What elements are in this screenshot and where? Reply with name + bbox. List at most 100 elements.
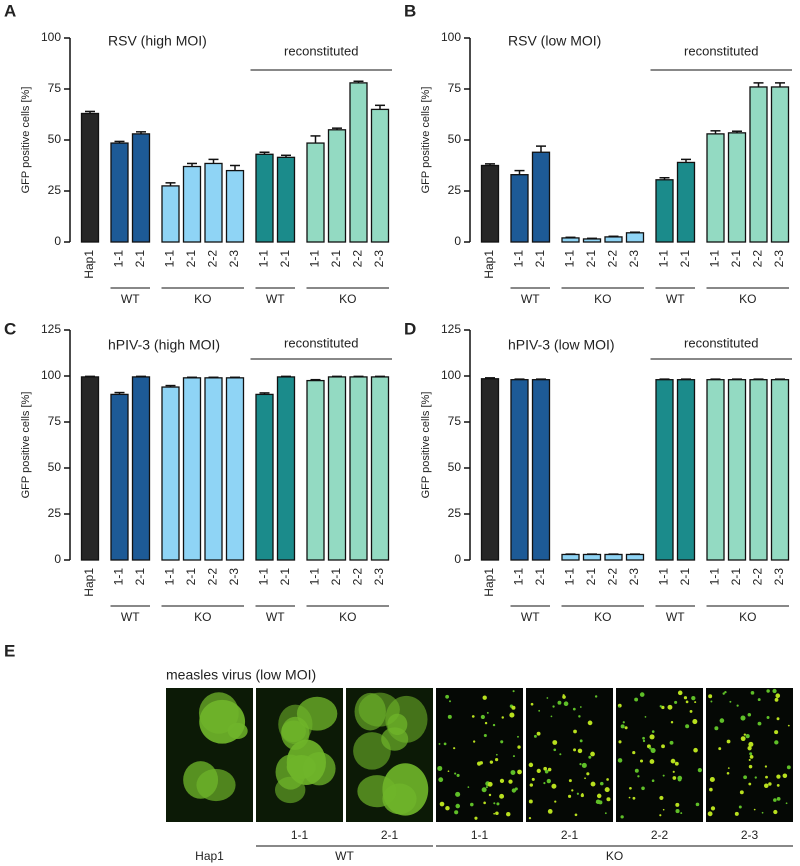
cell-dot [577, 748, 583, 754]
y-tick-label: 75 [448, 81, 462, 95]
bar [276, 376, 296, 561]
cell-dot [775, 693, 781, 699]
cell-dot [697, 768, 702, 773]
cell-blob [199, 699, 246, 744]
cell-dot [722, 692, 725, 695]
bar [604, 236, 623, 243]
bar [706, 133, 725, 243]
x-tick-label: 2-3 [772, 250, 786, 268]
bar [749, 86, 768, 243]
cell-dot [661, 744, 665, 749]
x-tick-label: 2-3 [627, 568, 641, 586]
cell-dot [438, 742, 441, 745]
cell-dot [467, 786, 470, 788]
bar [655, 179, 674, 243]
y-tick-label: 0 [54, 552, 61, 566]
x-tick-label: 2-1 [329, 568, 343, 586]
cell-dot [639, 759, 644, 763]
bar [204, 377, 223, 561]
y-tick-label: 0 [454, 234, 461, 248]
cell-dot [493, 812, 495, 815]
group-label: KO [194, 610, 211, 624]
cell-dot [692, 719, 698, 725]
cell-dot [689, 710, 693, 713]
bar [510, 174, 529, 243]
bar [561, 553, 580, 561]
y-tick-label: 100 [41, 30, 61, 44]
bar [655, 379, 674, 561]
cell-dot [669, 740, 674, 745]
cell-dot [787, 724, 790, 727]
bar [349, 376, 368, 561]
cell-dot [667, 704, 673, 710]
bar [306, 142, 325, 243]
cell-dot [757, 721, 762, 726]
cell-dot [766, 689, 770, 693]
cell-dot [483, 801, 486, 805]
cell-dot [763, 783, 769, 789]
cell-dot [604, 787, 610, 793]
cell-dot [588, 755, 592, 759]
cell-dot [596, 793, 602, 799]
x-tick-label: 1-1 [657, 568, 671, 586]
cell-dot [747, 746, 752, 751]
cell-dot [727, 767, 730, 769]
cell-dot [599, 781, 604, 786]
group-label: KO [606, 849, 623, 863]
panel-title: RSV (low MOI) [508, 33, 601, 49]
cell-dot [500, 740, 504, 744]
image-label: 2-2 [651, 828, 669, 842]
cell-dot [579, 739, 583, 743]
cell-dot [594, 695, 598, 698]
cell-dot [562, 695, 566, 699]
group-label: KO [339, 292, 356, 306]
x-tick-label: 2-2 [606, 250, 620, 268]
cell-dot [554, 800, 557, 803]
cell-dot [579, 763, 582, 766]
y-tick-label: 25 [48, 183, 62, 197]
cell-dot [674, 700, 678, 704]
group-label: KO [594, 292, 611, 306]
bar [204, 162, 223, 243]
cell-dot [618, 705, 621, 708]
cell-dot [740, 715, 746, 721]
x-tick-label: 2-1 [329, 250, 343, 268]
cell-dot [488, 793, 492, 797]
cell-dot [495, 753, 498, 756]
cell-dot [469, 802, 474, 807]
cell-dot [579, 706, 582, 708]
bar [749, 379, 768, 561]
bar [480, 164, 500, 243]
x-tick-label: 2-1 [184, 250, 198, 268]
y-tick-label: 75 [48, 414, 62, 428]
cell-dot [776, 717, 780, 721]
cell-dot [604, 812, 607, 815]
panel-title: hPIV-3 (low MOI) [508, 337, 615, 353]
cell-dot [650, 747, 656, 753]
cell-dot [772, 688, 777, 694]
x-tick-label: 1-1 [708, 568, 722, 586]
bar [676, 379, 696, 561]
bracket-label: reconstituted [684, 43, 758, 58]
cell-dot [651, 779, 655, 783]
cell-dot [675, 809, 680, 814]
group-label: KO [194, 292, 211, 306]
x-tick-label: 2-1 [533, 568, 547, 586]
cell-blob [196, 768, 236, 802]
cell-dot [774, 697, 779, 702]
cell-dot [476, 761, 482, 766]
cell-dot [543, 782, 546, 785]
cell-dot [510, 770, 516, 775]
cell-dot [651, 730, 655, 733]
cell-dot [773, 809, 778, 815]
cell-dot [644, 715, 647, 718]
y-tick-label: 125 [441, 322, 461, 336]
x-tick-label: 2-1 [278, 568, 292, 586]
x-tick-label: 2-2 [206, 568, 220, 586]
cell-dot [543, 766, 548, 771]
cell-dot [776, 796, 781, 801]
x-tick-label: 1-1 [563, 568, 577, 586]
cell-dot [674, 761, 679, 766]
cell-dot [670, 721, 674, 724]
bar [161, 185, 180, 243]
